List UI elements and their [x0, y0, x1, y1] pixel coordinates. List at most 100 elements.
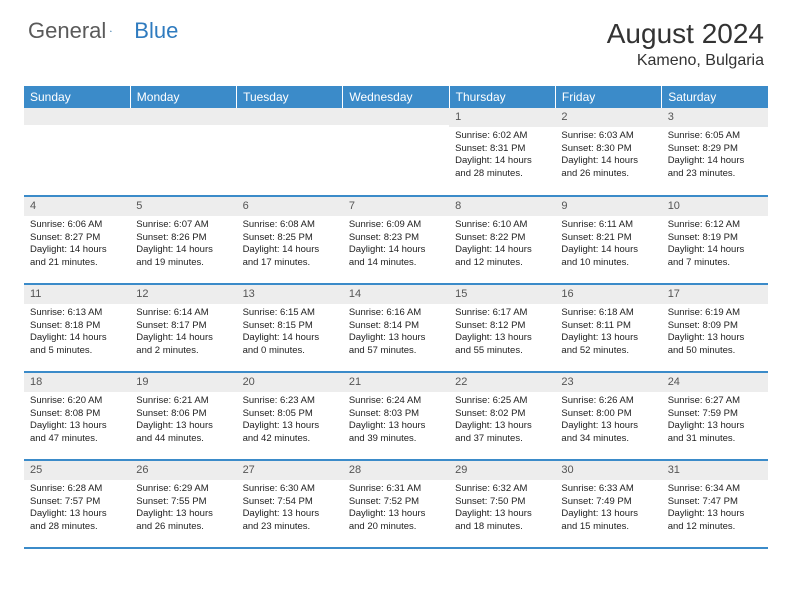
calendar-day: 16Sunrise: 6:18 AMSunset: 8:11 PMDayligh… — [555, 284, 661, 372]
day-line: Sunset: 7:54 PM — [243, 496, 337, 509]
calendar-day: 5Sunrise: 6:07 AMSunset: 8:26 PMDaylight… — [130, 196, 236, 284]
day-line: Daylight: 13 hours and 39 minutes. — [349, 420, 443, 446]
day-line: Daylight: 14 hours and 2 minutes. — [136, 332, 230, 358]
day-number: 18 — [24, 373, 130, 392]
day-header-row: SundayMondayTuesdayWednesdayThursdayFrid… — [24, 86, 768, 108]
day-header: Friday — [555, 86, 661, 108]
day-body: Sunrise: 6:13 AMSunset: 8:18 PMDaylight:… — [24, 304, 130, 362]
day-line: Sunset: 8:29 PM — [668, 143, 762, 156]
day-line: Sunset: 8:26 PM — [136, 232, 230, 245]
month-title: August 2024 — [607, 18, 764, 50]
day-line: Daylight: 14 hours and 19 minutes. — [136, 244, 230, 270]
day-line: Daylight: 13 hours and 37 minutes. — [455, 420, 549, 446]
day-line: Sunrise: 6:27 AM — [668, 395, 762, 408]
day-header: Wednesday — [343, 86, 449, 108]
day-line: Daylight: 13 hours and 26 minutes. — [136, 508, 230, 534]
header: General Blue August 2024 Kameno, Bulgari… — [0, 0, 792, 78]
day-line: Sunrise: 6:14 AM — [136, 307, 230, 320]
day-body: Sunrise: 6:34 AMSunset: 7:47 PMDaylight:… — [662, 480, 768, 538]
day-number: 14 — [343, 285, 449, 304]
day-body — [237, 125, 343, 132]
day-line: Sunset: 7:47 PM — [668, 496, 762, 509]
day-body: Sunrise: 6:21 AMSunset: 8:06 PMDaylight:… — [130, 392, 236, 450]
logo-text-blue: Blue — [134, 18, 178, 44]
day-line: Daylight: 13 hours and 18 minutes. — [455, 508, 549, 534]
day-line: Sunset: 8:30 PM — [561, 143, 655, 156]
day-line: Daylight: 13 hours and 12 minutes. — [668, 508, 762, 534]
day-body: Sunrise: 6:10 AMSunset: 8:22 PMDaylight:… — [449, 216, 555, 274]
day-line: Sunrise: 6:07 AM — [136, 219, 230, 232]
day-header: Saturday — [662, 86, 768, 108]
day-number: 29 — [449, 461, 555, 480]
day-line: Sunrise: 6:25 AM — [455, 395, 549, 408]
day-body: Sunrise: 6:19 AMSunset: 8:09 PMDaylight:… — [662, 304, 768, 362]
day-line: Daylight: 13 hours and 34 minutes. — [561, 420, 655, 446]
day-line: Daylight: 14 hours and 10 minutes. — [561, 244, 655, 270]
day-line: Sunrise: 6:12 AM — [668, 219, 762, 232]
day-line: Daylight: 14 hours and 0 minutes. — [243, 332, 337, 358]
calendar-day: 7Sunrise: 6:09 AMSunset: 8:23 PMDaylight… — [343, 196, 449, 284]
day-line: Sunrise: 6:29 AM — [136, 483, 230, 496]
day-header: Tuesday — [237, 86, 343, 108]
day-body — [343, 125, 449, 132]
day-body: Sunrise: 6:24 AMSunset: 8:03 PMDaylight:… — [343, 392, 449, 450]
day-body: Sunrise: 6:27 AMSunset: 7:59 PMDaylight:… — [662, 392, 768, 450]
day-line: Sunrise: 6:10 AM — [455, 219, 549, 232]
day-number: 10 — [662, 197, 768, 216]
calendar-day: 18Sunrise: 6:20 AMSunset: 8:08 PMDayligh… — [24, 372, 130, 460]
day-line: Sunrise: 6:28 AM — [30, 483, 124, 496]
day-line: Daylight: 13 hours and 15 minutes. — [561, 508, 655, 534]
day-body: Sunrise: 6:17 AMSunset: 8:12 PMDaylight:… — [449, 304, 555, 362]
day-line: Sunset: 8:15 PM — [243, 320, 337, 333]
calendar-day — [343, 108, 449, 196]
calendar-day: 13Sunrise: 6:15 AMSunset: 8:15 PMDayligh… — [237, 284, 343, 372]
day-line: Daylight: 14 hours and 23 minutes. — [668, 155, 762, 181]
day-line: Sunset: 8:05 PM — [243, 408, 337, 421]
day-line: Sunset: 8:06 PM — [136, 408, 230, 421]
calendar-day: 15Sunrise: 6:17 AMSunset: 8:12 PMDayligh… — [449, 284, 555, 372]
calendar-table: SundayMondayTuesdayWednesdayThursdayFrid… — [24, 86, 768, 549]
day-line: Sunset: 8:27 PM — [30, 232, 124, 245]
calendar-day — [24, 108, 130, 196]
day-header: Monday — [130, 86, 236, 108]
calendar-day: 4Sunrise: 6:06 AMSunset: 8:27 PMDaylight… — [24, 196, 130, 284]
calendar-day — [130, 108, 236, 196]
day-body: Sunrise: 6:07 AMSunset: 8:26 PMDaylight:… — [130, 216, 236, 274]
day-line: Sunset: 8:09 PM — [668, 320, 762, 333]
day-line: Sunrise: 6:03 AM — [561, 130, 655, 143]
day-number: 23 — [555, 373, 661, 392]
day-line: Sunset: 7:57 PM — [30, 496, 124, 509]
calendar-day: 10Sunrise: 6:12 AMSunset: 8:19 PMDayligh… — [662, 196, 768, 284]
day-body — [130, 125, 236, 132]
day-line: Sunset: 8:08 PM — [30, 408, 124, 421]
day-number: 11 — [24, 285, 130, 304]
day-line: Daylight: 13 hours and 50 minutes. — [668, 332, 762, 358]
title-block: August 2024 Kameno, Bulgaria — [607, 18, 764, 70]
calendar-day: 14Sunrise: 6:16 AMSunset: 8:14 PMDayligh… — [343, 284, 449, 372]
day-number: 19 — [130, 373, 236, 392]
day-line: Sunrise: 6:31 AM — [349, 483, 443, 496]
day-line: Sunrise: 6:26 AM — [561, 395, 655, 408]
day-body: Sunrise: 6:20 AMSunset: 8:08 PMDaylight:… — [24, 392, 130, 450]
day-line: Sunset: 8:17 PM — [136, 320, 230, 333]
day-line: Sunrise: 6:20 AM — [30, 395, 124, 408]
day-line: Daylight: 13 hours and 23 minutes. — [243, 508, 337, 534]
day-line: Daylight: 13 hours and 47 minutes. — [30, 420, 124, 446]
calendar-day: 8Sunrise: 6:10 AMSunset: 8:22 PMDaylight… — [449, 196, 555, 284]
day-line: Sunset: 8:18 PM — [30, 320, 124, 333]
day-body — [24, 125, 130, 132]
logo-text-general: General — [28, 18, 106, 44]
calendar-day: 19Sunrise: 6:21 AMSunset: 8:06 PMDayligh… — [130, 372, 236, 460]
day-line: Sunset: 8:02 PM — [455, 408, 549, 421]
day-line: Sunset: 8:31 PM — [455, 143, 549, 156]
day-number: 17 — [662, 285, 768, 304]
calendar-day: 1Sunrise: 6:02 AMSunset: 8:31 PMDaylight… — [449, 108, 555, 196]
day-line: Daylight: 13 hours and 44 minutes. — [136, 420, 230, 446]
day-line: Sunrise: 6:32 AM — [455, 483, 549, 496]
day-body: Sunrise: 6:03 AMSunset: 8:30 PMDaylight:… — [555, 127, 661, 185]
day-line: Sunrise: 6:19 AM — [668, 307, 762, 320]
day-line: Sunrise: 6:30 AM — [243, 483, 337, 496]
day-line: Sunrise: 6:08 AM — [243, 219, 337, 232]
day-body: Sunrise: 6:23 AMSunset: 8:05 PMDaylight:… — [237, 392, 343, 450]
calendar-day: 29Sunrise: 6:32 AMSunset: 7:50 PMDayligh… — [449, 460, 555, 548]
